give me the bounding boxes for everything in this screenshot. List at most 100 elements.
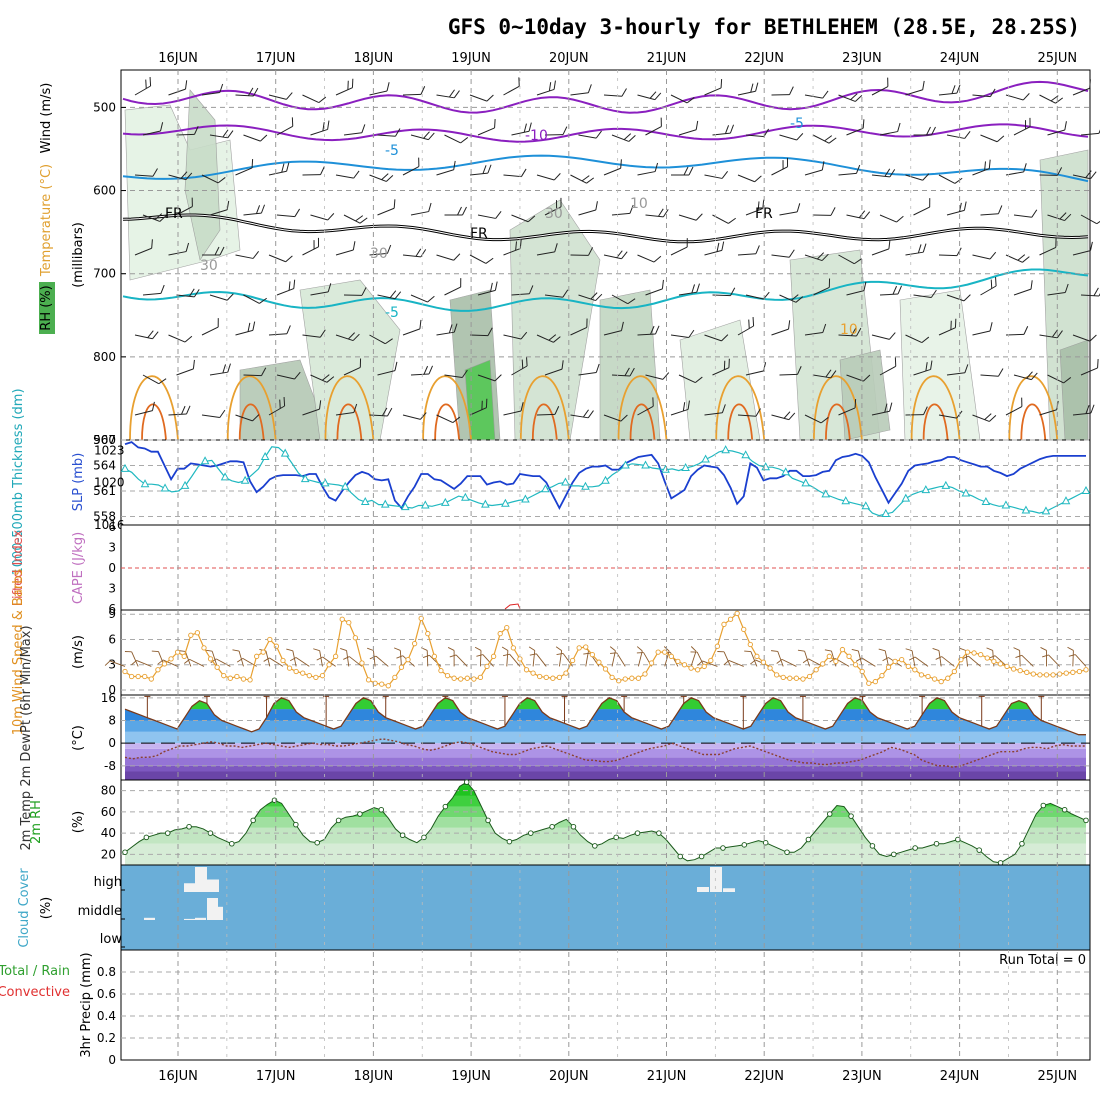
slp-line [124, 441, 1086, 510]
barb-flag [389, 290, 397, 299]
barb-staff [603, 167, 621, 176]
barb-flag [247, 322, 251, 332]
barb-flag [462, 206, 467, 216]
barb-flag [754, 175, 762, 183]
barb-staff [913, 368, 931, 376]
thickness-point [801, 478, 811, 487]
barb-staff [536, 174, 555, 181]
wind10-point [438, 667, 444, 674]
wind10-point [925, 673, 931, 680]
wind10-barb-flag [263, 657, 270, 662]
barb-staff [838, 334, 857, 337]
wind10-point [681, 662, 688, 668]
wind-barb [879, 214, 904, 223]
temp-band [125, 743, 1086, 749]
contour-plus10 [531, 403, 558, 441]
barb-flag [724, 125, 730, 134]
barb-flag [394, 291, 402, 300]
wind10-point [602, 666, 609, 672]
wind-barb [980, 134, 1005, 143]
precip-tick: 0.8 [97, 965, 116, 979]
wind10-barb [905, 648, 916, 667]
barb-staff [436, 331, 455, 336]
wind10-barb-staff [690, 651, 697, 667]
wind10-point [800, 676, 806, 682]
barb-flag [930, 360, 933, 370]
wind-barb [745, 199, 765, 216]
temp-above12 [190, 697, 1031, 710]
barb-staff [268, 405, 285, 416]
wind-barb [134, 168, 158, 177]
wind10-point [168, 656, 174, 662]
rh-point [955, 836, 961, 843]
wind10-barb-staff [109, 660, 126, 667]
wind-barb [611, 367, 635, 377]
wind10-point [734, 610, 740, 617]
rh-point [1040, 802, 1047, 809]
wind-barb [980, 205, 1003, 216]
barb-staff [335, 249, 354, 256]
wind-barb [209, 129, 234, 139]
barb-flag [654, 92, 662, 100]
wind10-barb [1042, 654, 1060, 667]
barb-flag [1017, 254, 1026, 261]
barb-staff [1072, 87, 1090, 96]
wind-barb [302, 400, 322, 416]
wind-barb [1013, 280, 1033, 296]
wind10-barb-staff [777, 651, 784, 667]
wind-barb [142, 213, 167, 222]
barb-flag [691, 284, 696, 294]
contour-plus10 [727, 403, 754, 441]
wind10-point [194, 630, 201, 636]
wind-barb [402, 86, 426, 96]
barb-flag [620, 414, 628, 422]
wind10-point [984, 655, 990, 661]
panel-labels: Wind (m/s) Temperature (°C) RH (%) (milliba… [0, 83, 94, 1058]
barb-flag [921, 336, 930, 343]
wind10-barb-flag [232, 649, 240, 652]
li-tick: 6 [108, 602, 116, 616]
contour-label: FR [470, 226, 488, 242]
rh-point [976, 847, 982, 853]
wind10-point [1043, 672, 1050, 678]
wind10-point [280, 657, 286, 664]
thickness-point [941, 480, 951, 489]
barb-flag [959, 202, 962, 212]
wind10-barb-flag [1042, 654, 1049, 658]
barb-flag [763, 128, 770, 137]
barb-flag [294, 208, 301, 217]
thickness-tick: 561 [93, 484, 116, 498]
cape-spike [504, 603, 521, 610]
barb-staff [168, 174, 187, 181]
wind10-point [866, 680, 872, 686]
barb-flag [888, 239, 891, 249]
wind-barb [134, 239, 153, 256]
wind-barb [905, 243, 927, 256]
barb-flag [452, 416, 461, 423]
rh-point [378, 807, 385, 813]
bottom-date-label: 19JUN [451, 1069, 491, 1084]
wind10-barb-staff [1019, 650, 1021, 667]
cloud-middle-bar [195, 917, 206, 920]
barb-flag [1089, 241, 1093, 251]
bottom-date-label: 21JUN [647, 1069, 687, 1084]
barb-staff [938, 414, 957, 419]
thickness-point [240, 475, 250, 484]
barb-flag [495, 211, 502, 219]
barb-staff [704, 174, 723, 179]
wind-barb [603, 88, 627, 97]
barb-flag [821, 161, 825, 171]
barb-staff [1013, 374, 1032, 381]
barb-flag [728, 358, 730, 368]
barb-flag [485, 398, 488, 408]
thickness-point [981, 496, 991, 506]
barb-flag [419, 319, 422, 329]
wind10-point [1010, 666, 1017, 672]
barb-flag [629, 204, 634, 214]
temp-band [125, 748, 1086, 758]
cloud-high-bar [195, 867, 207, 892]
wind-barb [335, 170, 360, 179]
wind-barb [544, 289, 569, 298]
wind-barb [804, 252, 829, 262]
